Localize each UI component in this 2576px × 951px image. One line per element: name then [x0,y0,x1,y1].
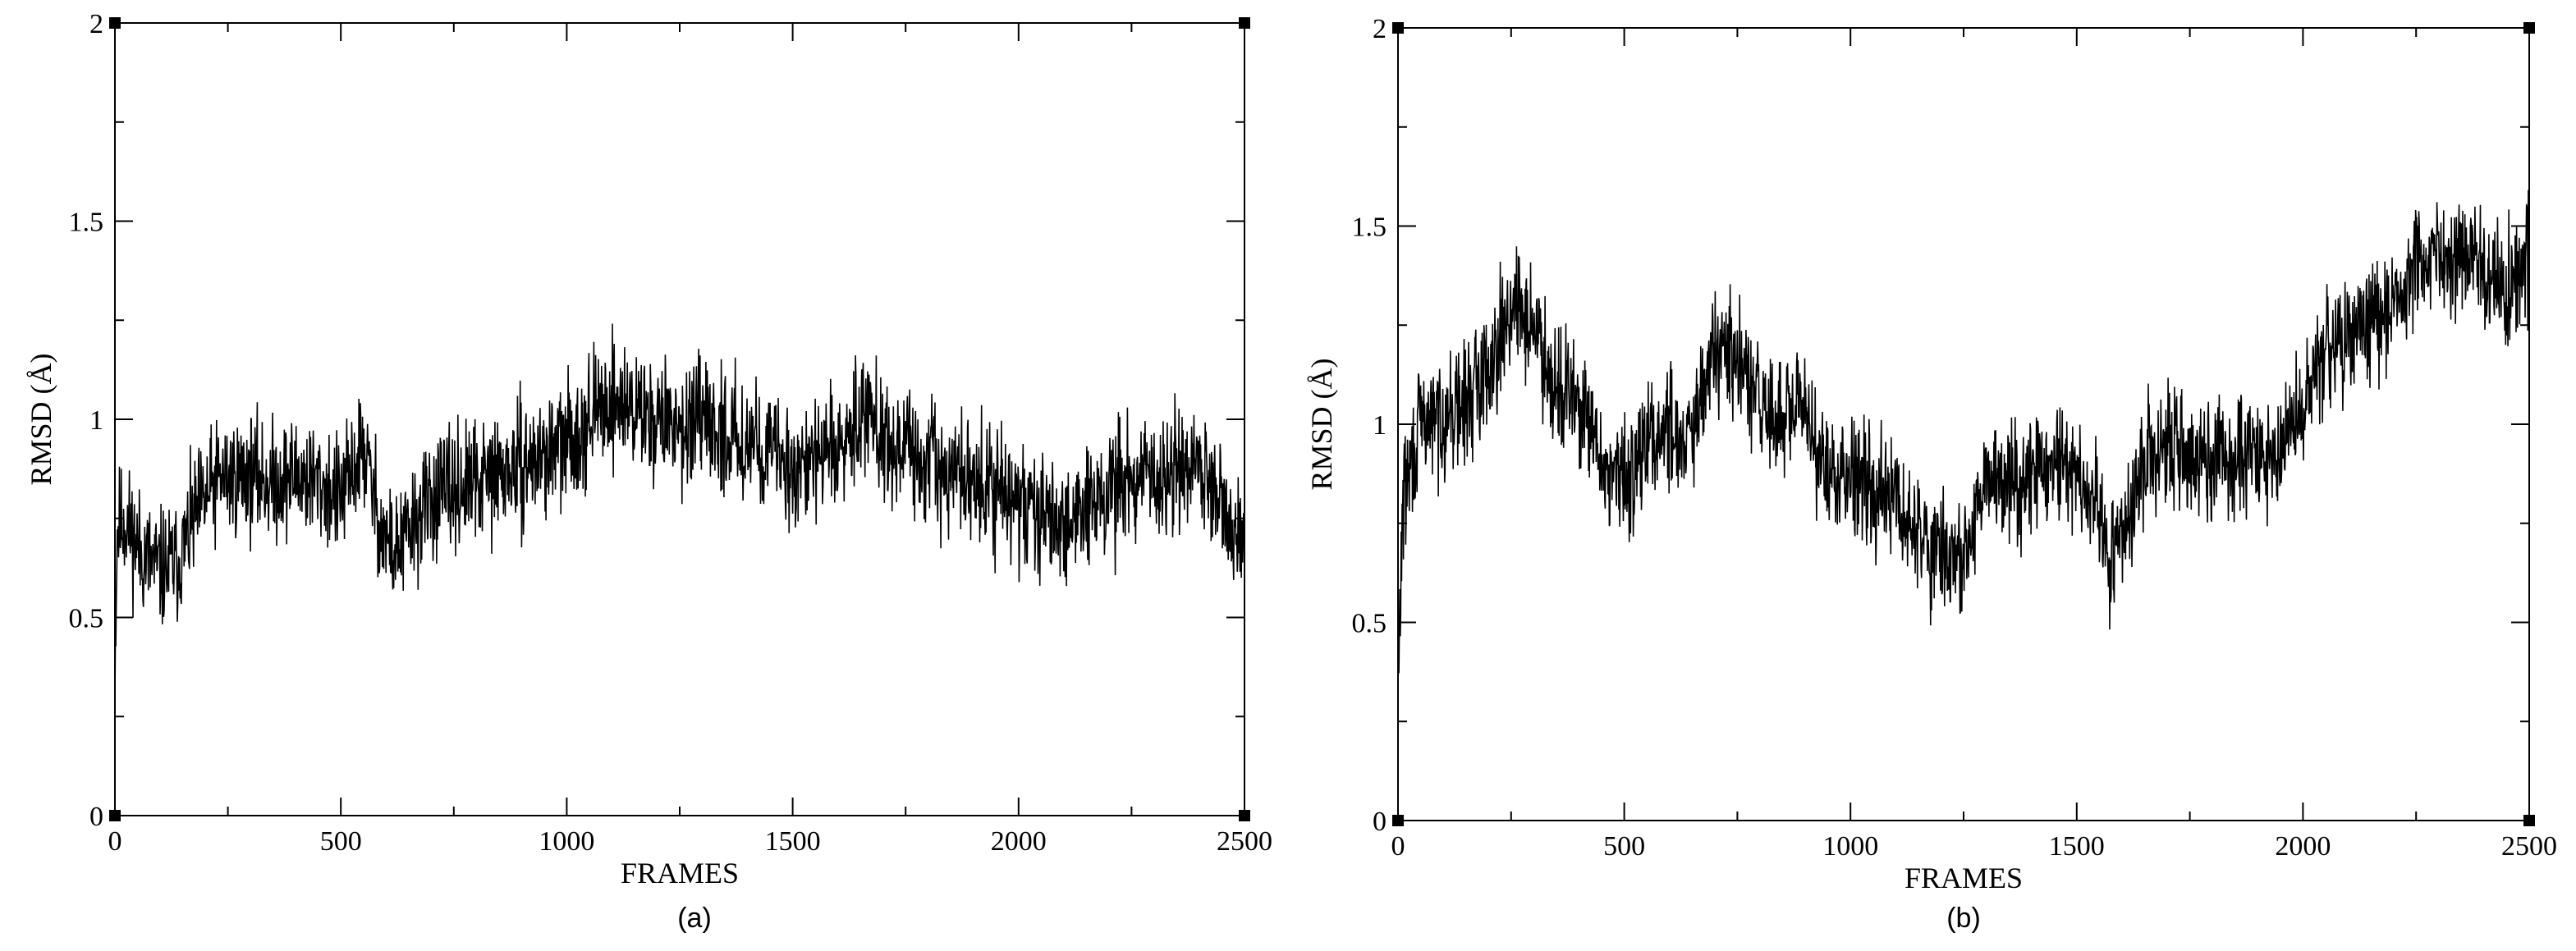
rmsd-trace [1397,190,2530,683]
y-tick-label: 1 [89,405,103,436]
x-tick-label: 2000 [2275,831,2331,862]
x-axis: 0 500 1000 1500 2000 2500 [1391,28,2557,862]
x-tick-label: 500 [320,826,362,857]
panel-caption-a: (a) [677,903,712,934]
chart-panel-a: 0 500 1000 1500 2000 2500 0 0.5 1 1.5 2 FRAMES RM… [25,9,1272,934]
x-tick-label: 1500 [2049,831,2105,862]
panel-caption-b: (b) [1946,903,1981,934]
x-tick-label: 2000 [991,826,1047,857]
rmsd-trace [114,323,1245,703]
x-tick-label: 0 [1391,831,1405,862]
chart-panel-b: 0 500 1000 1500 2000 2500 0 0.5 1 1.5 2 FRAMES RM… [1305,14,2557,934]
y-tick-label: 2 [89,9,103,39]
y-tick-label: 1 [1373,410,1387,441]
x-tick-label: 2500 [1217,826,1272,857]
x-tick-label: 0 [108,826,122,857]
x-tick-label: 1500 [765,826,821,857]
x-tick-label: 2500 [2501,831,2557,862]
y-tick-label: 0 [1373,807,1387,837]
x-tick-label: 1000 [539,826,594,857]
x-tick-label: 500 [1603,831,1645,862]
x-tick-label: 1000 [1822,831,1878,862]
y-tick-label: 1.5 [1352,213,1387,243]
y-tick-label: 1.5 [69,208,104,238]
y-tick-label: 0.5 [1352,609,1387,639]
y-axis-title: RMSD (Å) [1305,358,1338,490]
y-tick-label: 0.5 [69,604,104,634]
x-axis-title: FRAMES [1904,862,2023,894]
series-rmsd-line-b [1397,190,2530,683]
y-tick-label: 0 [89,802,103,832]
y-axis: 0 0.5 1 1.5 2 [69,9,1244,832]
x-axis-title: FRAMES [621,857,739,889]
x-axis: 0 500 1000 1500 2000 2500 [108,23,1272,857]
y-axis-title: RMSD (Å) [25,353,57,485]
y-axis: 0 0.5 1 1.5 2 [1352,14,2529,837]
series-rmsd-line-a [114,323,1245,703]
y-tick-label: 2 [1373,14,1387,44]
